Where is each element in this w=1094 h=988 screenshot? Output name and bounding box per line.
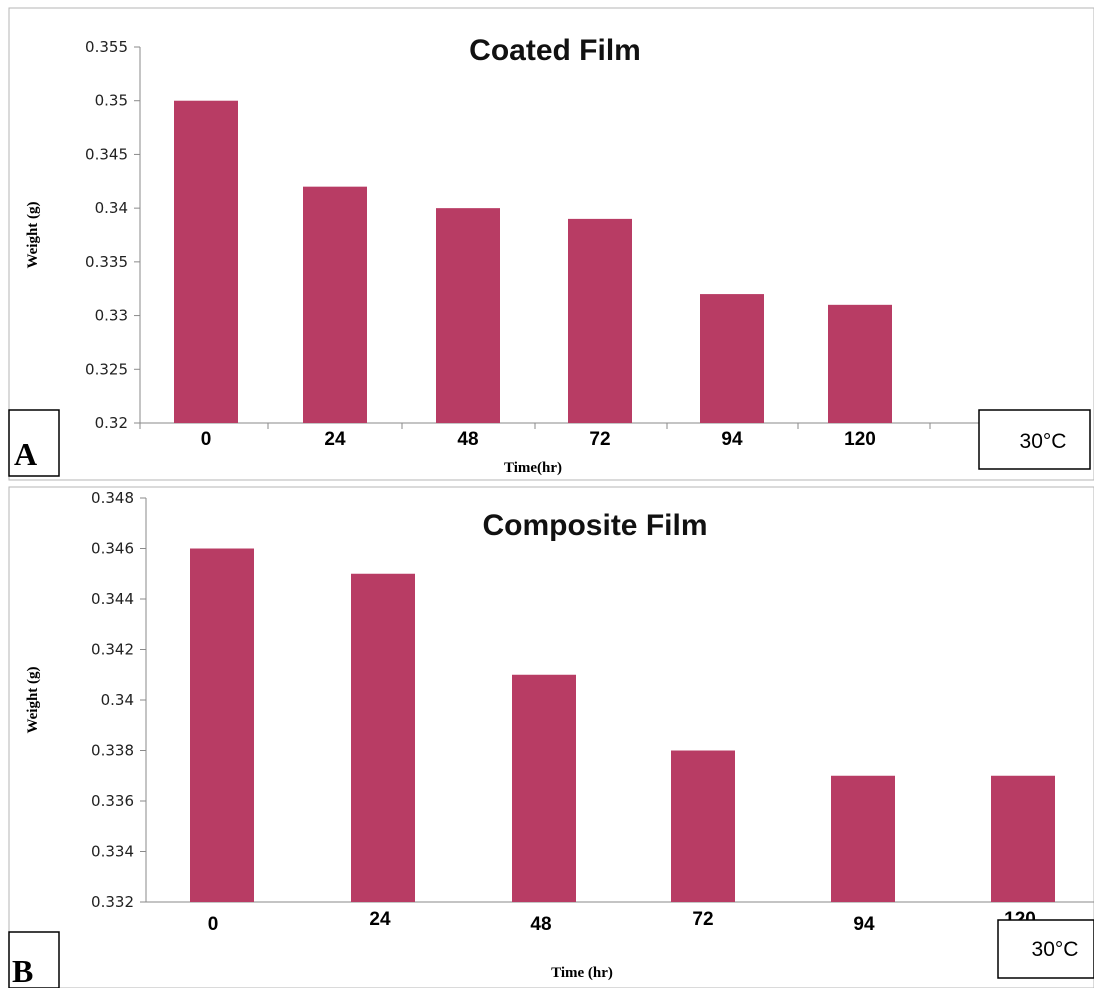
x-tick-label: 48 [457,429,478,450]
panel-b-y-ticks: 0.332 0.334 0.336 0.338 0.34 0.342 0.344 0.346 0… [91,489,146,911]
panel-a-frame [8,7,1094,481]
panel-b-letter: B [12,953,33,988]
panel-b-x-axis-label: Time (hr) [551,965,613,981]
y-tick-label: 0.346 [91,540,134,558]
y-tick-label: 0.34 [95,199,128,217]
bar-0 [190,548,254,902]
bar-94 [831,775,895,902]
bar-120 [828,304,892,423]
y-tick-label: 0.335 [85,253,128,271]
x-tick-label: 48 [530,914,551,935]
y-tick-label: 0.342 [91,641,134,659]
panel-a-letter-box [8,409,60,477]
x-tick-label: 94 [721,429,743,450]
panel-b: 0.332 0.334 0.336 0.338 0.34 0.342 0.344 0.346 0… [8,486,1094,988]
bar-48 [436,208,500,423]
x-tick-label: 72 [589,429,610,450]
panel-a-title: Coated Film [469,34,641,67]
y-tick-label: 0.332 [91,893,134,911]
bar-48 [512,674,576,902]
bar-72 [568,218,632,423]
panel-a-bars [174,100,892,423]
y-tick-label: 0.32 [95,414,128,432]
y-tick-label: 0.345 [85,145,128,163]
x-tick-label: 120 [844,429,876,450]
panel-a-temperature-box [978,409,1091,470]
x-tick-label: 24 [369,909,391,930]
x-tick-label: 0 [201,429,212,450]
y-tick-label: 0.355 [85,38,128,56]
y-tick-label: 0.35 [95,92,128,110]
panel-a-x-tick-labels: 0 24 48 72 94 120 [201,429,876,450]
panel-b-title: Composite Film [482,509,707,542]
panel-a-y-axis-label: Weight (g) [25,201,41,268]
y-tick-label: 0.338 [91,742,134,760]
bar-120 [991,775,1055,902]
bar-94 [700,294,764,423]
bar-72 [671,750,735,902]
x-tick-label: 0 [208,914,219,935]
panel-a-x-axis-label: Time(hr) [504,460,562,476]
panel-a-letter: A [14,436,37,472]
y-tick-label: 0.348 [91,489,134,507]
bar-24 [351,573,415,902]
panel-b-bars [190,548,1055,902]
panel-b-letter-box [8,931,60,988]
panel-b-y-axis-label: Weight (g) [25,666,41,733]
panel-a: 0.32 0.325 0.33 0.335 0.34 0.345 0.35 0.355 0 24… [8,7,1094,481]
x-tick-label: 24 [324,429,346,450]
panel-b-temperature-box [997,919,1094,979]
bar-24 [303,186,367,423]
panel-a-y-ticks: 0.32 0.325 0.33 0.335 0.34 0.345 0.35 0.355 [85,38,140,432]
bar-0 [174,100,238,423]
y-tick-label: 0.34 [101,691,134,709]
x-tick-label: 94 [853,914,875,935]
x-tick-label: 72 [692,909,713,930]
y-tick-label: 0.344 [91,590,134,608]
y-tick-label: 0.325 [85,360,128,378]
panel-b-temperature-label: 30°C [1032,938,1079,961]
y-tick-label: 0.334 [91,843,134,861]
y-tick-label: 0.33 [95,307,128,325]
panel-a-temperature-label: 30°C [1020,430,1067,453]
y-tick-label: 0.336 [91,792,134,810]
